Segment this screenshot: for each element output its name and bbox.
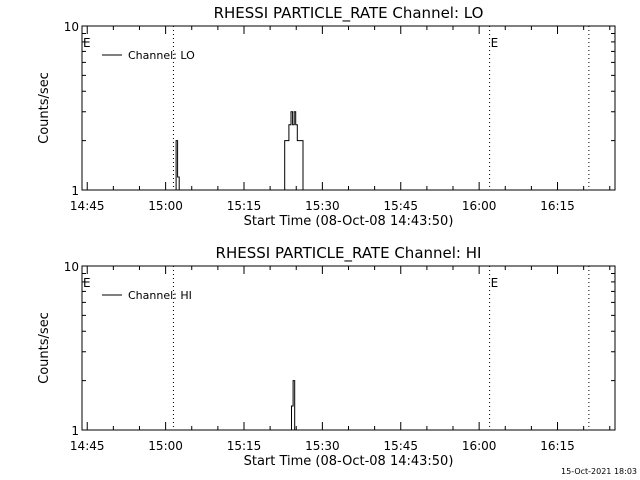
x-tick-label: 16:15 xyxy=(540,199,575,213)
footer-timestamp: 15-Oct-2021 18:03 xyxy=(561,467,637,476)
legend-entry: Channel: HI xyxy=(128,289,192,302)
x-tick-label: 14:45 xyxy=(70,199,105,213)
x-tick-label: 15:15 xyxy=(227,439,262,453)
y-tick-label: 1 xyxy=(71,424,79,438)
x-axis-label: Start Time (08-Oct-08 14:43:50) xyxy=(244,454,454,469)
x-tick-label: 15:30 xyxy=(305,439,340,453)
chart-title: RHESSI PARTICLE_RATE Channel: HI xyxy=(216,244,482,263)
event-marker-label: E xyxy=(491,36,499,50)
y-tick-label: 10 xyxy=(64,260,79,274)
x-tick-label: 16:00 xyxy=(462,439,497,453)
chart-title: RHESSI PARTICLE_RATE Channel: LO xyxy=(214,4,484,23)
x-axis-label: Start Time (08-Oct-08 14:43:50) xyxy=(244,214,454,229)
event-marker-label: E xyxy=(491,276,499,290)
corner-marker-label: E xyxy=(83,36,91,50)
series-line xyxy=(291,380,296,430)
y-axis-label: Counts/sec xyxy=(37,72,52,144)
chart-panel-hi: RHESSI PARTICLE_RATE Channel: HI 1 10 Count… xyxy=(37,244,616,469)
x-tick-label: 16:00 xyxy=(462,199,497,213)
y-axis-label: Counts/sec xyxy=(37,312,52,384)
x-tick-label: 16:15 xyxy=(540,439,575,453)
x-tick-label: 14:45 xyxy=(70,439,105,453)
y-tick-label: 10 xyxy=(64,20,79,34)
x-tick-label: 15:45 xyxy=(383,199,418,213)
x-tick-label: 15:00 xyxy=(148,439,183,453)
chart-panel-lo: RHESSI PARTICLE_RATE Channel: LO 1 10 Count… xyxy=(37,4,616,229)
legend-entry: Channel: LO xyxy=(128,49,195,62)
x-tick-label: 15:30 xyxy=(305,199,340,213)
series-line xyxy=(175,111,304,191)
x-tick-label: 15:45 xyxy=(383,439,418,453)
x-tick-label: 15:00 xyxy=(148,199,183,213)
x-tick-label: 15:15 xyxy=(227,199,262,213)
corner-marker-label: E xyxy=(83,276,91,290)
y-tick-label: 1 xyxy=(71,184,79,198)
